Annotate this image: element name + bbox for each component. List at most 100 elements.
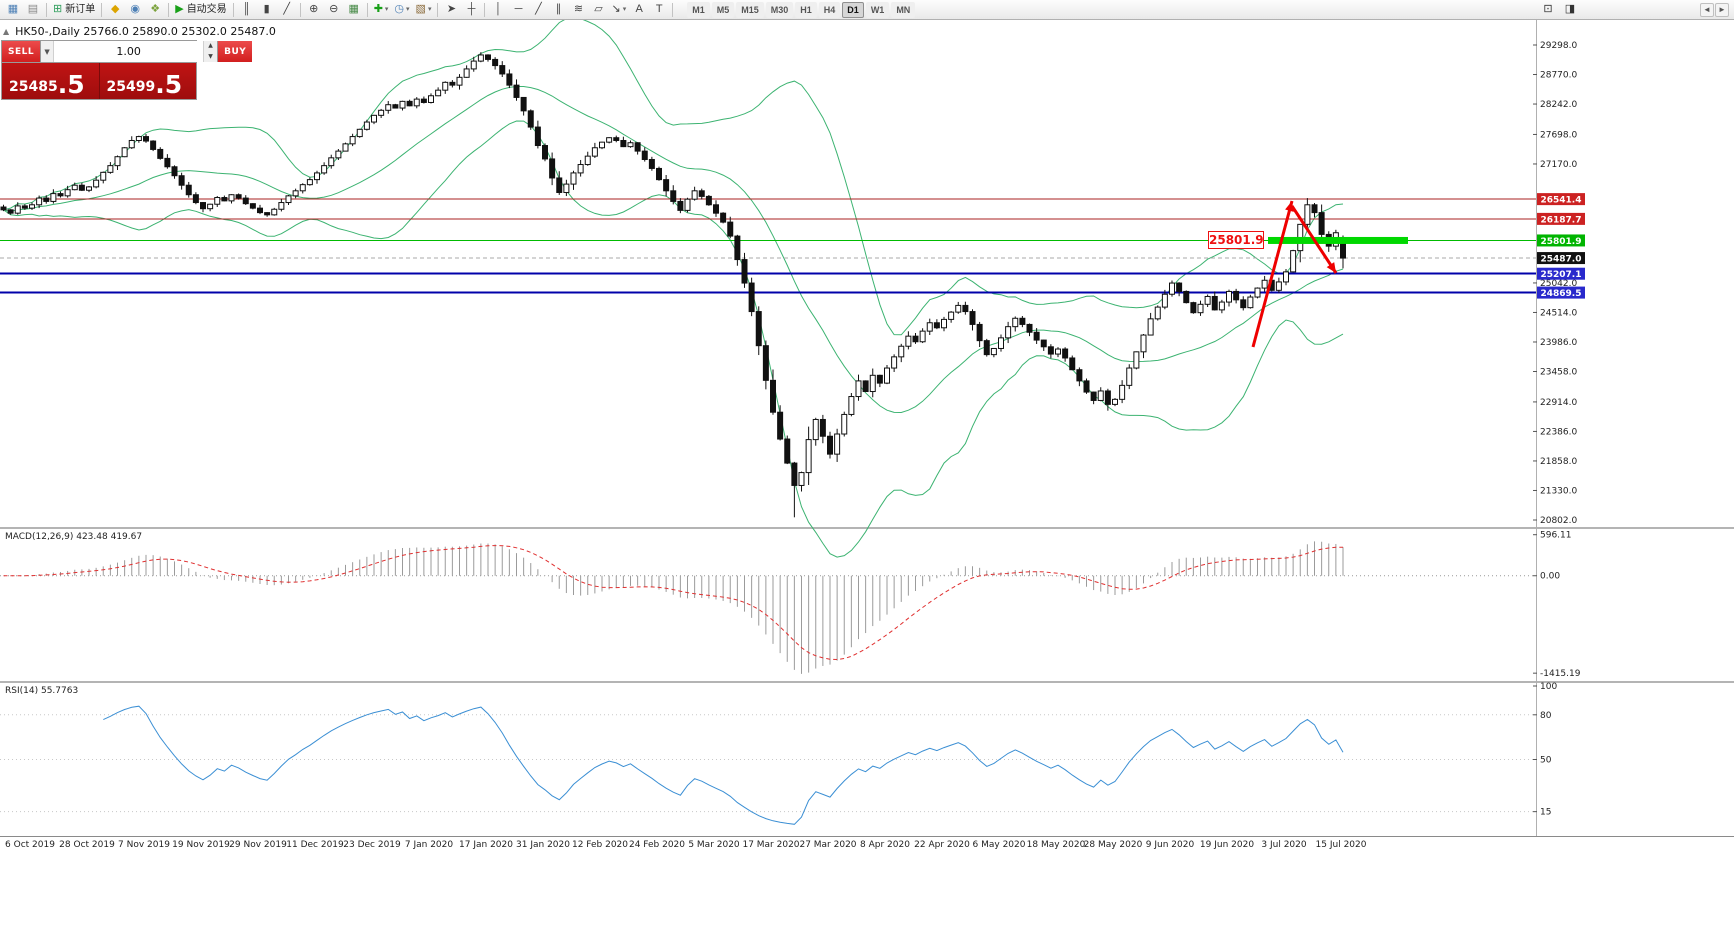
periods-button[interactable]: ◷ ▾ <box>391 1 412 18</box>
line-chart-button[interactable]: ╱ <box>277 1 297 18</box>
chevron-down-icon[interactable]: ▾ <box>406 6 410 13</box>
cursor-button[interactable]: ➤ <box>441 1 461 18</box>
macd-signal-line <box>3 545 1343 661</box>
timeframe-m15[interactable]: M15 <box>736 1 764 18</box>
timeframe-w1[interactable]: W1 <box>865 1 890 18</box>
date-label: 6 Oct 2019 <box>5 840 55 850</box>
support-band[interactable] <box>1268 236 1408 244</box>
trendline-button[interactable]: ╱ <box>528 1 548 18</box>
volume-input[interactable] <box>54 41 204 62</box>
text-button[interactable]: A <box>629 1 649 18</box>
chart-profiles-button[interactable]: ▤ <box>23 1 43 18</box>
volume-dropdown-icon[interactable]: ▼ <box>41 41 55 62</box>
candle-body <box>955 304 962 313</box>
scroll-left-button[interactable]: ◄ <box>1700 2 1714 17</box>
indicators-button[interactable]: ✚ ▾ <box>371 1 392 18</box>
candle-body <box>1019 317 1026 325</box>
market-watch-icon: ❖ <box>150 3 161 15</box>
sell-price-display[interactable]: 25485.5 <box>2 63 99 99</box>
candle-body <box>1318 212 1325 235</box>
bollinger-middle-line[interactable] <box>3 86 1344 414</box>
buy-price-display[interactable]: 25499.5 <box>100 63 197 99</box>
candle-body <box>470 60 477 70</box>
timeframe-m30[interactable]: M30 <box>765 1 794 18</box>
y-axis-label: 23458.0 <box>1540 368 1577 378</box>
chevron-down-icon[interactable]: ▾ <box>622 6 627 13</box>
arrows-button[interactable]: ↘ ▾ <box>608 1 629 18</box>
fibonacci-retracement-button[interactable]: ≋ <box>568 1 588 18</box>
candlestick-chart-button[interactable]: ▮ <box>257 1 277 18</box>
panel-separator[interactable] <box>0 527 1734 529</box>
candle-body <box>492 58 499 67</box>
templates-button[interactable]: ▧ ▾ <box>413 1 435 18</box>
candle-body <box>285 195 292 204</box>
candle-body <box>1119 384 1126 400</box>
y-axis-label: 22386.0 <box>1540 427 1577 437</box>
history-center-icon: ◉ <box>130 3 141 15</box>
candle-body <box>933 322 940 329</box>
new-order-button[interactable]: ⊞ 新订单 <box>50 1 98 18</box>
timeframe-m5[interactable]: M5 <box>711 1 735 18</box>
bar-chart-button[interactable]: ║ <box>237 1 257 18</box>
volume-decrease-icon[interactable]: ▼ <box>204 51 218 62</box>
bollinger-upper-line[interactable] <box>3 20 1344 336</box>
price-level-text-label[interactable]: 25801.9 <box>1208 231 1264 250</box>
candle-body <box>57 193 64 197</box>
candle-body <box>577 164 584 174</box>
candle-body <box>1133 351 1140 369</box>
vertical-line-button[interactable]: │ <box>488 1 508 18</box>
trend-arrow-line[interactable] <box>1251 200 1294 348</box>
tile-windows-button[interactable]: ▦ <box>344 1 364 18</box>
toolbar-separator <box>101 2 103 17</box>
equidistant-channel-button[interactable]: ∥ <box>548 1 568 18</box>
volume-stepper[interactable]: ▲ ▼ <box>203 41 218 62</box>
window-list-button[interactable]: ⊡ <box>1538 1 1558 18</box>
new-chart-button[interactable]: ▦ <box>3 1 23 18</box>
autotrading-button[interactable]: ▶ 自动交易 <box>172 1 229 18</box>
candle-body <box>278 202 285 210</box>
horizontal-line-button[interactable]: ─ <box>508 1 528 18</box>
market-watch-button[interactable]: ❖ <box>145 1 165 18</box>
sell-button[interactable]: SELL <box>2 41 41 62</box>
candle-body <box>898 345 905 358</box>
shapes-button[interactable]: ▱ <box>588 1 608 18</box>
metaeditor-button[interactable]: ◆ <box>105 1 125 18</box>
history-center-button[interactable]: ◉ <box>125 1 145 18</box>
toolbars-button[interactable]: ◨ <box>1560 1 1580 18</box>
buy-button[interactable]: BUY <box>218 41 253 62</box>
volume-field[interactable]: ▼ ▲ ▼ <box>40 41 219 62</box>
timeframe-m1[interactable]: M1 <box>687 1 710 18</box>
symbol-ohlc-text: HK50-,Daily 25766.0 25890.0 25302.0 2548… <box>15 25 276 38</box>
candle-body <box>941 318 947 329</box>
zoom-in-button[interactable]: ⊕ <box>304 1 324 18</box>
candle-body <box>1211 295 1218 311</box>
crosshair-button[interactable]: ┼ <box>461 1 481 18</box>
trend-arrow-line[interactable] <box>1290 205 1338 274</box>
candle-body <box>221 197 228 202</box>
chevron-down-icon[interactable]: ▾ <box>384 6 389 13</box>
candle-body <box>242 197 249 205</box>
zoom-out-button[interactable]: ⊖ <box>324 1 344 18</box>
candle-body <box>1026 323 1033 333</box>
date-label: 7 Jan 2020 <box>405 840 453 850</box>
chart-window[interactable]: 29298.0 28770.0 28242.0 27698.0 27170.0 25042… <box>0 20 1734 856</box>
panel-separator[interactable] <box>0 681 1734 683</box>
candle-body <box>114 156 121 167</box>
candle-body <box>1311 204 1318 214</box>
timeframe-mn[interactable]: MN <box>891 1 916 18</box>
candle-body <box>1076 369 1083 382</box>
scroll-right-button[interactable]: ► <box>1715 2 1729 17</box>
volume-increase-icon[interactable]: ▲ <box>204 41 218 52</box>
chart-svg[interactable]: 29298.0 28770.0 28242.0 27698.0 27170.0 25042… <box>0 20 1734 856</box>
candle-body <box>713 204 719 214</box>
equidistant-channel-icon: ∥ <box>555 3 562 15</box>
timeframe-d1[interactable]: D1 <box>842 1 864 18</box>
candle-body <box>1240 299 1247 309</box>
text-label-button[interactable]: T <box>649 1 669 18</box>
chevron-down-icon[interactable]: ▾ <box>427 6 432 13</box>
date-label: 17 Jan 2020 <box>459 840 513 850</box>
timeframe-h1[interactable]: H1 <box>795 1 817 18</box>
timeframe-h4[interactable]: H4 <box>818 1 841 18</box>
one-click-collapse-icon[interactable]: ▲ <box>3 27 10 36</box>
candle-body <box>1097 390 1104 401</box>
